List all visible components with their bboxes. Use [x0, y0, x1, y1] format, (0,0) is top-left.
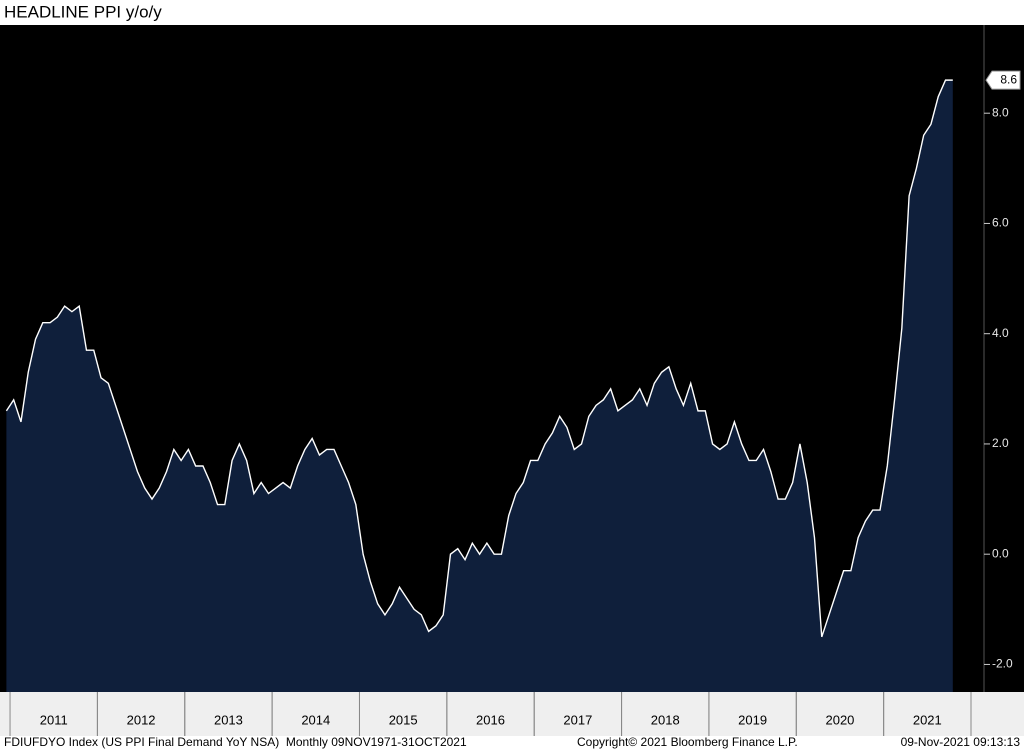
area-fill: [6, 80, 953, 693]
footer-date: 09-Nov-2021 09:13:13: [901, 735, 1021, 749]
last-value-badge: [985, 70, 1021, 90]
y-tick-label: 0.0: [992, 546, 1009, 560]
chart-title: HEADLINE PPI y/o/y: [4, 2, 162, 21]
x-tick-label: 2015: [389, 712, 418, 727]
x-tick-label: 2021: [913, 712, 942, 727]
last-value-label: 8.6: [1000, 72, 1017, 86]
x-tick-label: 2019: [738, 712, 767, 727]
x-tick-label: 2011: [40, 712, 68, 727]
x-tick-label: 2017: [563, 712, 592, 727]
x-tick-label: 2013: [214, 712, 243, 727]
x-tick-label: 2020: [825, 712, 854, 727]
y-tick-label: -2.0: [992, 657, 1013, 671]
x-tick-label: 2012: [127, 712, 156, 727]
x-tick-label: 2014: [301, 712, 330, 727]
series-line: [5, 79, 953, 638]
y-tick-label: 4.0: [992, 326, 1009, 340]
y-tick-label: 2.0: [992, 436, 1009, 450]
y-tick-label: 8.0: [992, 105, 1009, 119]
y-tick-label: 6.0: [992, 216, 1009, 230]
footer-copyright: Copyright© 2021 Bloomberg Finance L.P.: [577, 735, 798, 749]
x-tick-label: 2018: [651, 712, 680, 727]
x-tick-label: 2016: [476, 712, 505, 727]
footer-source: FDIUFDYO Index (US PPI Final Demand YoY …: [4, 735, 467, 749]
x-axis-band: [0, 692, 1024, 736]
